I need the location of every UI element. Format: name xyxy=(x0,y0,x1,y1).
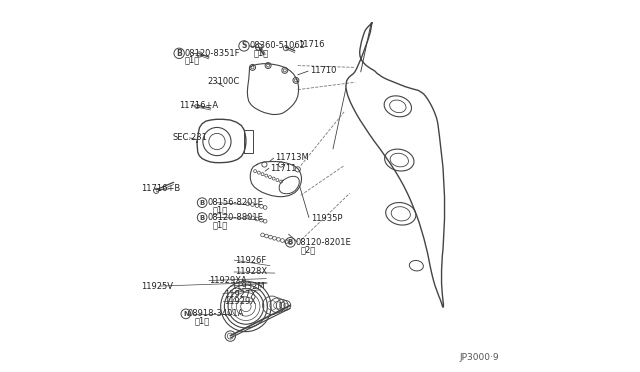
Text: JP3000·9: JP3000·9 xyxy=(459,353,499,362)
Text: 11929XA: 11929XA xyxy=(209,276,247,285)
Text: 23100C: 23100C xyxy=(207,77,239,86)
Text: 08120-8201E: 08120-8201E xyxy=(296,238,351,247)
Text: 08918-3401A: 08918-3401A xyxy=(188,310,244,318)
Text: 08120-8801E: 08120-8801E xyxy=(207,213,263,222)
Text: S: S xyxy=(241,41,246,51)
Text: B: B xyxy=(176,49,182,58)
Text: 11928X: 11928X xyxy=(235,267,267,276)
Text: B: B xyxy=(200,215,205,221)
Text: 11713M: 11713M xyxy=(275,153,308,161)
Text: B: B xyxy=(288,239,293,245)
Text: 08360-51062: 08360-51062 xyxy=(250,41,305,51)
Text: SEC.231: SEC.231 xyxy=(173,133,207,142)
Text: （1）: （1） xyxy=(195,317,210,326)
Text: （1）: （1） xyxy=(184,55,200,64)
Text: （1）: （1） xyxy=(212,206,228,215)
Text: 08156-8201E: 08156-8201E xyxy=(207,198,263,207)
Text: 11932M: 11932M xyxy=(231,282,265,291)
Text: 08120-8351F: 08120-8351F xyxy=(184,49,240,58)
Text: N: N xyxy=(183,311,189,317)
Text: （2）: （2） xyxy=(301,245,316,254)
Text: 11927X: 11927X xyxy=(223,290,256,299)
Text: 11935P: 11935P xyxy=(311,214,342,223)
Text: 11929X: 11929X xyxy=(223,297,255,306)
Text: （1）: （1） xyxy=(253,48,269,57)
Text: 11716+B: 11716+B xyxy=(141,185,180,193)
Text: 11926F: 11926F xyxy=(235,256,266,264)
Text: 11716+A: 11716+A xyxy=(179,101,218,110)
Text: 11925V: 11925V xyxy=(141,282,173,291)
Text: （1）: （1） xyxy=(212,221,228,230)
Text: 11710: 11710 xyxy=(310,66,336,75)
Text: 11716: 11716 xyxy=(298,40,324,49)
Text: B: B xyxy=(200,200,205,206)
Text: 11711: 11711 xyxy=(270,164,296,173)
